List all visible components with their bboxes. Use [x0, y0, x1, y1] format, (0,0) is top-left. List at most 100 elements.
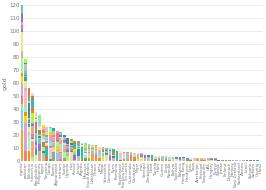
Bar [91, 145, 94, 147]
Bar [28, 124, 31, 127]
Bar [28, 139, 31, 140]
Bar [84, 149, 87, 150]
Bar [35, 141, 38, 145]
Bar [182, 157, 185, 158]
Bar [45, 146, 48, 149]
Bar [24, 88, 27, 91]
Bar [59, 153, 62, 154]
Bar [56, 141, 59, 142]
Bar [59, 135, 62, 137]
Bar [126, 154, 129, 159]
Bar [189, 158, 192, 160]
Bar [137, 157, 139, 159]
Bar [52, 142, 55, 143]
Bar [28, 123, 31, 124]
Bar [31, 113, 34, 122]
Bar [218, 160, 220, 161]
Bar [246, 160, 248, 161]
Bar [63, 138, 66, 139]
Bar [161, 158, 164, 160]
Bar [112, 155, 115, 156]
Bar [161, 156, 164, 158]
Bar [42, 130, 44, 133]
Bar [56, 150, 59, 151]
Bar [52, 152, 55, 161]
Bar [42, 134, 44, 135]
Bar [42, 139, 44, 140]
Bar [203, 160, 206, 161]
Bar [73, 152, 76, 154]
Bar [24, 91, 27, 93]
Bar [133, 157, 136, 161]
Bar [126, 152, 129, 153]
Bar [98, 147, 101, 150]
Bar [52, 147, 55, 148]
Bar [52, 131, 55, 133]
Bar [189, 160, 192, 161]
Bar [88, 158, 90, 161]
Bar [66, 146, 69, 148]
Bar [228, 160, 231, 161]
Bar [28, 117, 31, 119]
Bar [52, 133, 55, 134]
Bar [28, 101, 31, 103]
Bar [52, 135, 55, 137]
Bar [66, 144, 69, 145]
Bar [81, 147, 83, 151]
Bar [221, 160, 224, 161]
Bar [123, 153, 125, 154]
Bar [31, 93, 34, 94]
Bar [59, 140, 62, 144]
Bar [109, 151, 111, 154]
Bar [38, 122, 41, 123]
Bar [42, 133, 44, 134]
Bar [24, 71, 27, 75]
Bar [109, 148, 111, 150]
Bar [94, 150, 97, 151]
Bar [66, 150, 69, 152]
Bar [200, 158, 203, 160]
Bar [91, 148, 94, 149]
Bar [210, 160, 213, 161]
Y-axis label: gold: gold [3, 76, 8, 90]
Bar [28, 120, 31, 123]
Bar [66, 138, 69, 144]
Bar [193, 159, 196, 161]
Bar [24, 151, 27, 161]
Bar [63, 142, 66, 143]
Bar [49, 149, 52, 158]
Bar [24, 93, 27, 108]
Bar [45, 149, 48, 155]
Bar [84, 152, 87, 153]
Bar [21, 110, 23, 130]
Bar [42, 129, 44, 130]
Bar [56, 151, 59, 153]
Bar [45, 142, 48, 143]
Bar [94, 148, 97, 149]
Bar [112, 152, 115, 155]
Bar [102, 151, 104, 152]
Bar [63, 158, 66, 161]
Bar [91, 147, 94, 148]
Bar [165, 159, 167, 161]
Bar [109, 154, 111, 156]
Bar [35, 132, 38, 133]
Bar [70, 145, 73, 146]
Bar [231, 160, 234, 161]
Bar [49, 147, 52, 149]
Bar [256, 160, 259, 161]
Bar [45, 155, 48, 161]
Bar [63, 139, 66, 140]
Bar [35, 118, 38, 119]
Bar [126, 153, 129, 154]
Bar [35, 120, 38, 122]
Bar [42, 153, 44, 161]
Bar [116, 154, 118, 159]
Bar [77, 149, 80, 156]
Bar [35, 147, 38, 149]
Bar [45, 143, 48, 145]
Bar [116, 159, 118, 161]
Bar [28, 135, 31, 139]
Bar [49, 142, 52, 146]
Bar [147, 155, 150, 157]
